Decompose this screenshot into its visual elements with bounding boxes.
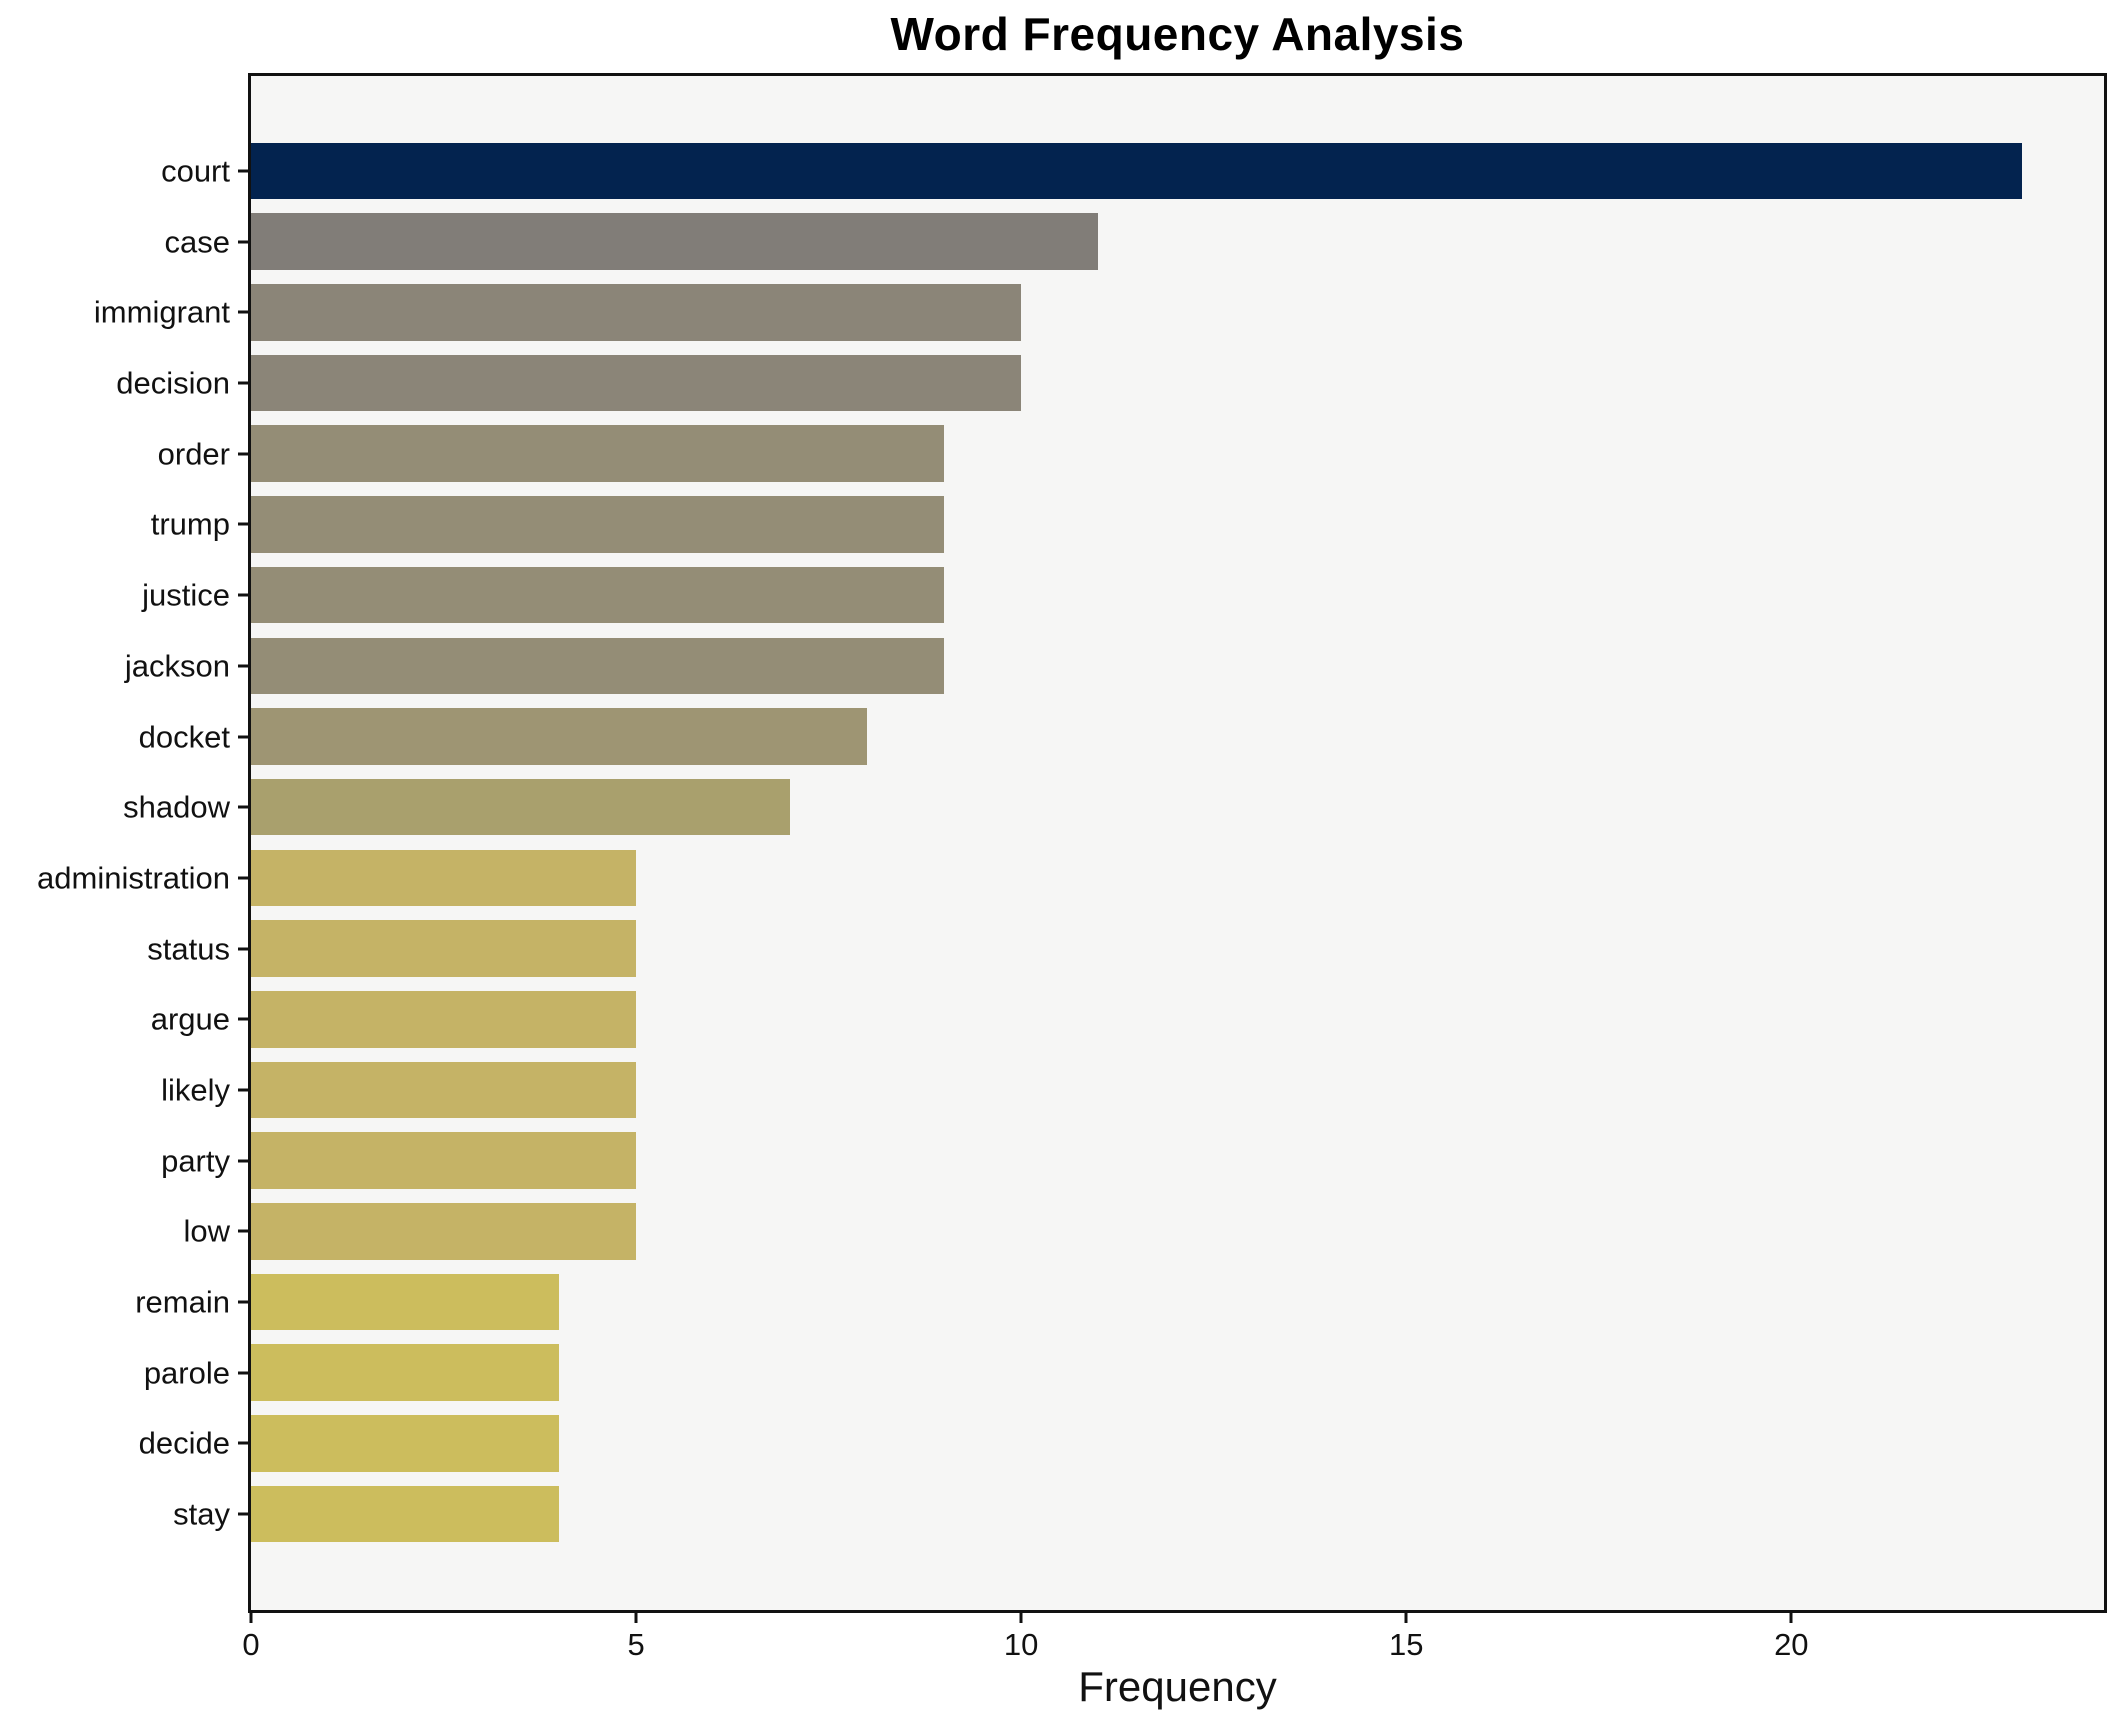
- x-tick-mark: [1019, 1613, 1023, 1623]
- y-tick-mark: [238, 593, 248, 597]
- y-tick-mark: [238, 381, 248, 385]
- bar: [251, 637, 945, 695]
- bar-row: decide: [139, 1408, 2104, 1479]
- y-tick-mark: [238, 805, 248, 809]
- y-tick-label: shadow: [123, 789, 230, 825]
- bar-row: decision: [116, 348, 2104, 419]
- bar-row: status: [147, 913, 2104, 984]
- bar-row: administration: [37, 843, 2104, 914]
- y-tick-label: argue: [150, 1001, 230, 1037]
- y-tick-mark: [238, 664, 248, 668]
- y-tick-label: stay: [173, 1496, 230, 1532]
- y-tick-label: docket: [138, 719, 230, 755]
- x-tick-label: 20: [1774, 1627, 1809, 1662]
- x-axis-label: Frequency: [1078, 1663, 1277, 1710]
- y-tick-label: trump: [150, 506, 230, 542]
- x-tick-label: 15: [1388, 1627, 1424, 1662]
- y-tick-mark: [238, 310, 248, 314]
- bar: [251, 990, 637, 1048]
- bar-row: trump: [151, 489, 2104, 560]
- bar: [251, 1061, 637, 1119]
- bar: [251, 1273, 560, 1331]
- y-tick-label: immigrant: [93, 294, 230, 330]
- bar: [251, 284, 1022, 341]
- y-tick-mark: [238, 1371, 248, 1375]
- y-tick-mark: [238, 522, 248, 526]
- bar-row: docket: [139, 701, 2104, 772]
- bar-row: justice: [142, 560, 2104, 631]
- bar: [251, 1132, 637, 1189]
- bar-row: party: [161, 1125, 2104, 1196]
- y-tick-label: likely: [161, 1072, 230, 1108]
- bar: [251, 920, 637, 977]
- bar: [251, 849, 637, 907]
- y-tick-mark: [238, 947, 248, 951]
- bar-row: stay: [173, 1479, 2104, 1550]
- bar-row: court: [161, 136, 2104, 207]
- bar-row: jackson: [125, 631, 2104, 702]
- y-tick-mark: [238, 240, 248, 244]
- bar-row: low: [183, 1196, 2104, 1267]
- y-tick-label: low: [183, 1213, 230, 1249]
- y-tick-label: status: [147, 931, 230, 967]
- y-tick-mark: [238, 876, 248, 880]
- x-tick-mark: [1404, 1613, 1408, 1623]
- bar: [251, 142, 2023, 200]
- bar: [251, 1203, 637, 1260]
- bar-row: order: [158, 418, 2104, 489]
- y-tick-label: party: [161, 1143, 230, 1179]
- y-tick-mark: [238, 1512, 248, 1516]
- y-tick-label: administration: [37, 860, 230, 896]
- y-tick-label: justice: [142, 577, 230, 613]
- bar: [251, 1415, 560, 1472]
- bar-row: argue: [151, 984, 2104, 1055]
- x-tick-label: 10: [1003, 1627, 1039, 1662]
- bar: [251, 354, 1022, 412]
- y-tick-mark: [238, 1017, 248, 1021]
- y-tick-label: decide: [138, 1425, 230, 1461]
- y-tick-label: decision: [116, 365, 230, 401]
- y-tick-label: order: [157, 436, 230, 472]
- bar-row: case: [165, 206, 2104, 277]
- bar-row: immigrant: [94, 277, 2104, 348]
- y-tick-mark: [238, 1229, 248, 1233]
- y-tick-label: remain: [135, 1284, 230, 1320]
- bar: [251, 566, 945, 624]
- y-tick-mark: [238, 452, 248, 456]
- y-tick-mark: [238, 1159, 248, 1163]
- bar: [251, 213, 1099, 270]
- x-tick-mark: [634, 1613, 638, 1623]
- y-tick-label: case: [164, 224, 230, 260]
- bar-row: remain: [135, 1267, 2104, 1338]
- bar: [251, 778, 791, 836]
- chart-title: Word Frequency Analysis: [890, 8, 1465, 60]
- y-tick-label: court: [161, 153, 230, 189]
- y-tick-mark: [238, 1088, 248, 1092]
- bar: [251, 1485, 560, 1543]
- bar: [251, 496, 945, 553]
- y-tick-mark: [238, 1441, 248, 1445]
- plot-area: court case immigrant decision order trump just…: [37, 73, 2107, 1613]
- bar: [251, 1344, 560, 1401]
- y-tick-label: jackson: [124, 648, 230, 684]
- y-tick-label: parole: [143, 1355, 230, 1391]
- x-tick-label: 0: [242, 1627, 260, 1662]
- bar-row: likely: [161, 1055, 2104, 1126]
- bar: [251, 708, 868, 765]
- x-axis: 0 5 10 15 20: [242, 1613, 2104, 1673]
- bar-row: shadow: [123, 772, 2104, 843]
- y-tick-mark: [238, 169, 248, 173]
- y-tick-mark: [238, 1300, 248, 1304]
- bars-container: court case immigrant decision order trump just…: [37, 76, 2104, 1610]
- y-tick-mark: [238, 735, 248, 739]
- bar: [251, 425, 945, 483]
- x-tick-mark: [249, 1613, 253, 1623]
- bar-row: parole: [144, 1337, 2104, 1408]
- x-tick-label: 5: [627, 1627, 645, 1662]
- x-tick-mark: [1789, 1613, 1793, 1623]
